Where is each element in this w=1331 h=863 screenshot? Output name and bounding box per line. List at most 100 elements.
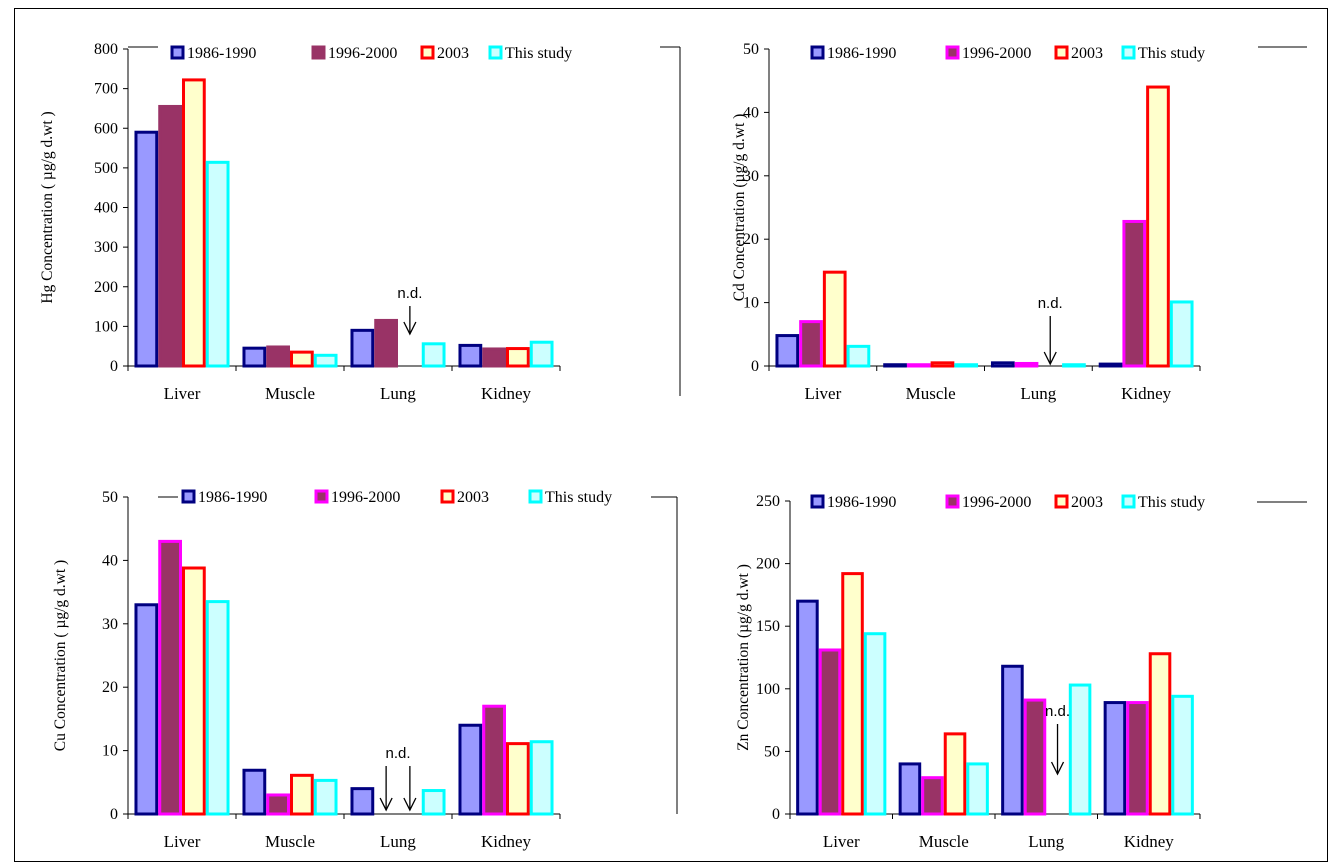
bar <box>1146 85 1170 368</box>
bar <box>943 732 967 816</box>
bar <box>1014 361 1039 368</box>
y-tick-label: 0 <box>772 806 780 823</box>
bar <box>350 328 375 368</box>
bar <box>1126 701 1149 816</box>
y-tick-label: 250 <box>756 493 780 510</box>
bar <box>1122 219 1147 368</box>
legend-label: 1996-2000 <box>962 494 1031 511</box>
y-tick-label: 40 <box>743 104 759 121</box>
y-tick-label: 100 <box>94 318 118 335</box>
bar <box>529 740 554 816</box>
x-tick-label: Liver <box>804 384 841 403</box>
nd-arrow-head <box>379 797 393 812</box>
legend-swatch <box>1121 494 1136 509</box>
legend-swatch <box>810 45 825 60</box>
legend-swatch <box>945 45 960 60</box>
legend-label: This study <box>1138 494 1205 511</box>
bar <box>506 347 530 368</box>
bar <box>266 345 290 368</box>
chart-panel-4: 0 50 100 150 200 250 Liver Muscle Lung Kidney n.d.… <box>735 493 1307 851</box>
legend-label: This study <box>505 45 572 62</box>
legend-label: 1986-1990 <box>827 45 896 62</box>
legend-label: 1996-2000 <box>962 45 1031 62</box>
bar <box>290 773 314 816</box>
y-tick-label: 50 <box>102 489 118 506</box>
legend-swatch <box>170 45 185 60</box>
legend-swatch <box>311 45 326 60</box>
y-tick-label: 30 <box>743 168 759 185</box>
y-tick-label: 30 <box>102 616 118 633</box>
x-tick-label: Muscle <box>919 832 969 851</box>
y-tick-label: 400 <box>94 200 118 217</box>
chart-panel-3: 0 10 20 30 40 50 Liver Muscle Lung Kidney n.d. 1986… <box>52 489 678 851</box>
legend-label: 1986-1990 <box>827 494 896 511</box>
legend-label: 1996-2000 <box>328 45 397 62</box>
bar <box>313 353 338 368</box>
x-tick-label: Muscle <box>265 832 315 851</box>
x-tick-label: Muscle <box>906 384 956 403</box>
nd-arrow-head <box>1050 761 1065 776</box>
legend-label: 2003 <box>1071 494 1103 511</box>
bar <box>966 762 989 816</box>
bar <box>158 539 183 816</box>
chart-panel-1: 0 100 200 300 400 500 600 700 800 Liver Muscle Lung… <box>39 41 681 403</box>
bar <box>1023 698 1047 816</box>
nd-annotation: n.d. <box>1038 295 1063 312</box>
bar <box>1169 300 1194 368</box>
x-tick-label: Lung <box>380 384 416 403</box>
x-tick-label: Liver <box>823 832 860 851</box>
bar <box>421 789 446 816</box>
bar <box>1098 362 1123 368</box>
legend-label: 1986-1990 <box>198 489 267 506</box>
legend-label: 2003 <box>437 45 469 62</box>
bar <box>799 320 823 368</box>
y-axis-label: Cu Concentration ( µg/g d.wt ) <box>52 560 69 751</box>
legend-swatch <box>945 494 960 509</box>
bar <box>482 704 506 816</box>
legend-label: This study <box>1138 45 1205 62</box>
x-tick-label: Kidney <box>1121 384 1172 403</box>
bar <box>313 778 338 816</box>
x-tick-label: Lung <box>380 832 416 851</box>
x-tick-label: Lung <box>1020 384 1056 403</box>
y-axis-label: Zn Concentration (µg/g d.wt ) <box>735 564 752 751</box>
bar <box>421 342 446 368</box>
y-tick-label: 500 <box>94 160 118 177</box>
x-tick-label: Muscle <box>265 384 315 403</box>
nd-arrow-head <box>403 321 417 336</box>
bar <box>182 78 206 368</box>
legend-label: This study <box>545 489 612 506</box>
y-tick-label: 200 <box>94 279 118 296</box>
y-tick-label: 700 <box>94 81 118 98</box>
bar <box>182 566 206 816</box>
bar <box>841 572 864 816</box>
bar <box>863 632 887 816</box>
legend-label: 1996-2000 <box>331 489 400 506</box>
bar <box>374 318 398 368</box>
bar <box>846 344 871 368</box>
bar <box>205 600 230 816</box>
y-tick-label: 100 <box>756 681 780 698</box>
x-tick-label: Kidney <box>1124 832 1175 851</box>
bar <box>1148 652 1172 816</box>
nd-annotation: n.d. <box>1045 703 1070 720</box>
legend-label: 2003 <box>457 489 489 506</box>
bar <box>350 787 375 816</box>
bar <box>898 762 922 816</box>
y-tick-label: 20 <box>102 679 118 696</box>
bar <box>775 334 800 368</box>
bar <box>458 343 483 368</box>
legend-swatch <box>181 489 196 504</box>
bar <box>818 648 842 816</box>
y-tick-label: 50 <box>764 743 780 760</box>
bar <box>482 347 506 368</box>
bar <box>134 603 159 816</box>
y-tick-label: 200 <box>756 556 780 573</box>
y-tick-label: 0 <box>751 358 759 375</box>
bar <box>1171 694 1194 816</box>
legend-label: 2003 <box>1071 45 1103 62</box>
legend-swatch <box>420 45 435 60</box>
bar <box>242 768 267 816</box>
y-axis-label: Cd Concentration (µg/g d.wt ) <box>731 114 748 302</box>
